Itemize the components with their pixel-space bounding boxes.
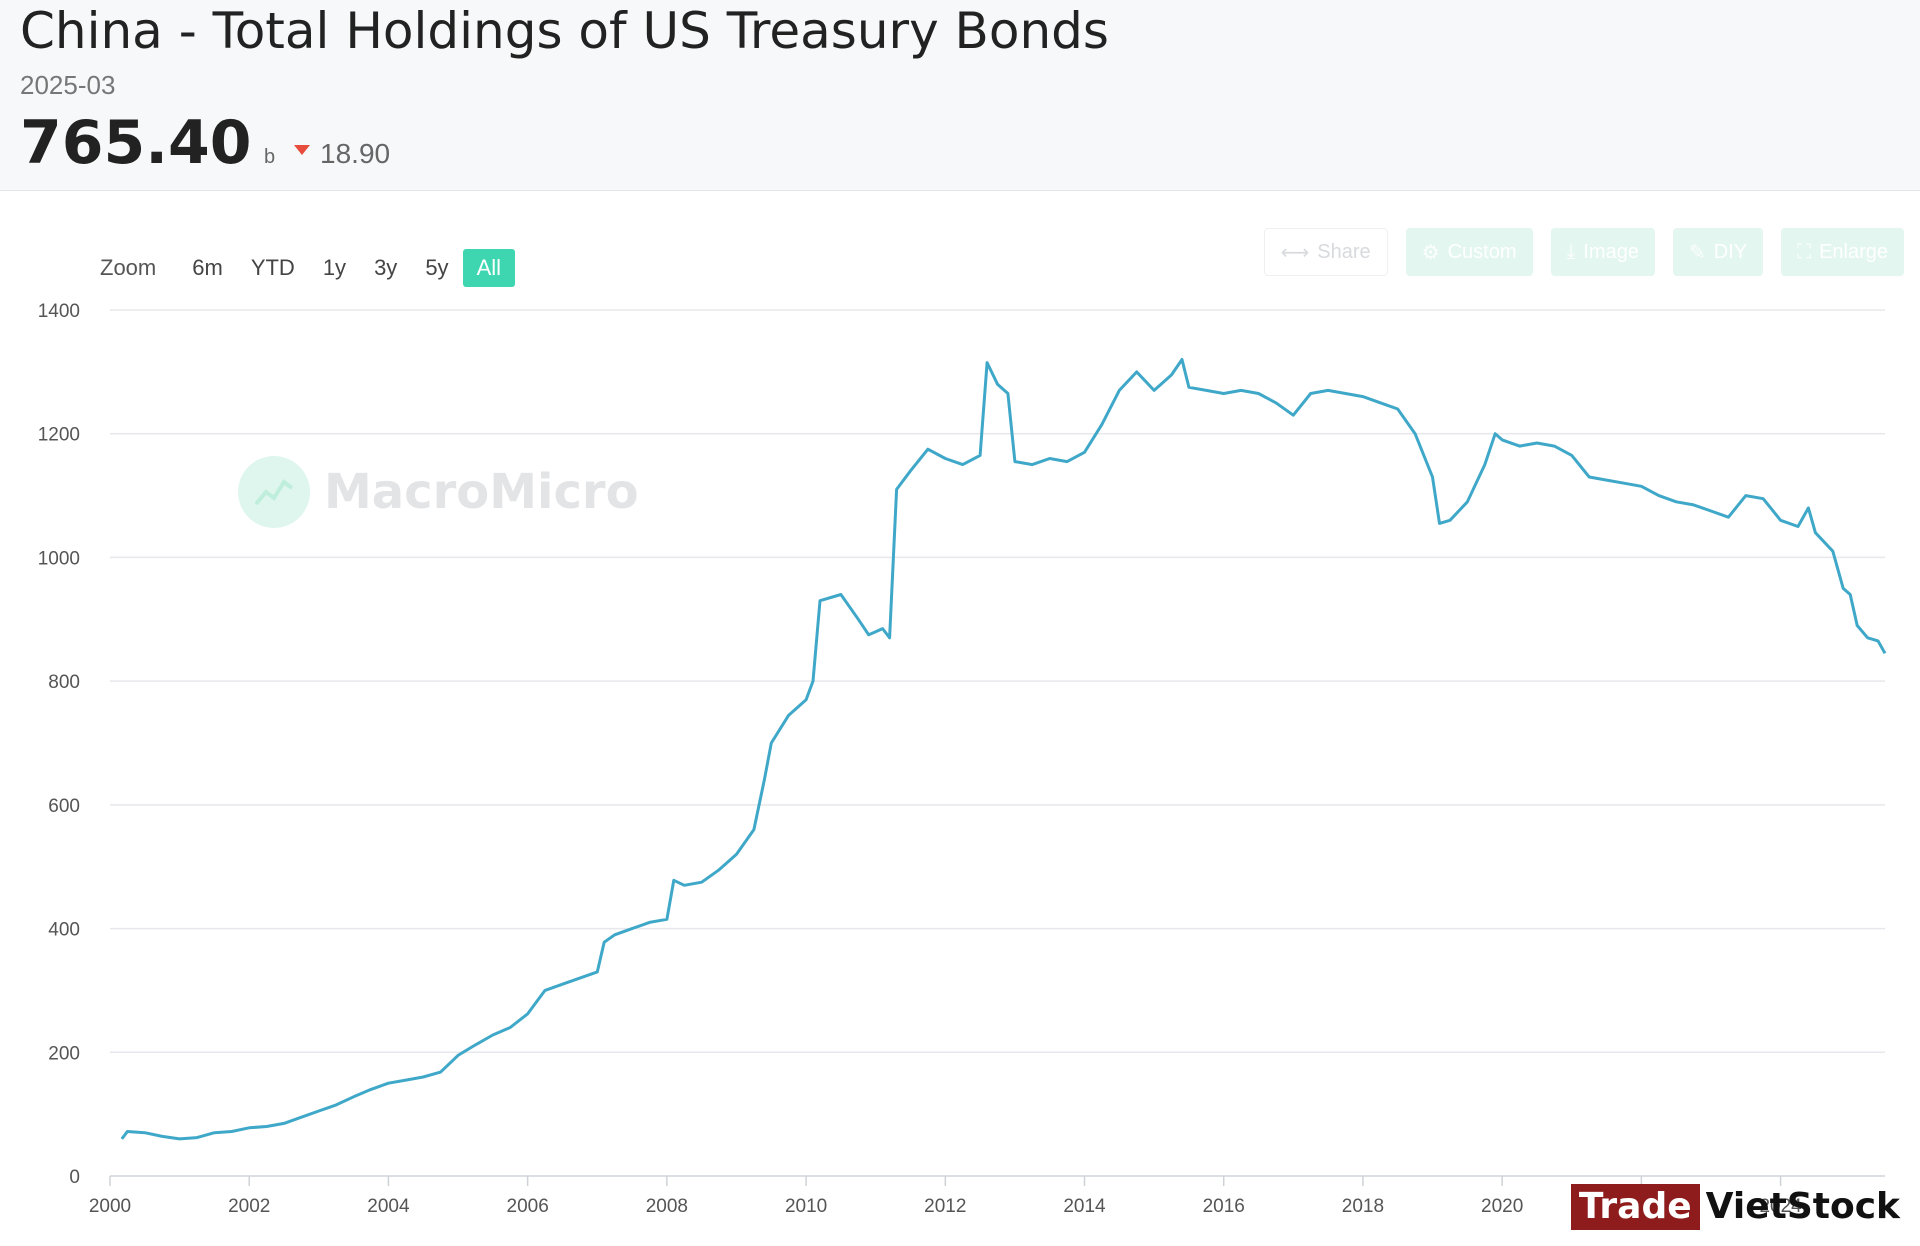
zoom-ytd-button[interactable]: YTD	[250, 255, 295, 280]
series-layer	[120, 358, 1887, 1141]
x-tick-label: 2002	[228, 1196, 270, 1217]
x-tick-label: 2018	[1342, 1196, 1384, 1217]
zoom-1y-button[interactable]: 1y	[322, 255, 347, 280]
y-tick-label: 0	[69, 1167, 80, 1188]
enlarge-label: Enlarge	[1819, 240, 1888, 263]
zoom-bar: Zoom 6m YTD 1y 3y 5y All	[100, 248, 516, 288]
x-tick-label: 2020	[1481, 1196, 1523, 1217]
x-tick-label: 2008	[646, 1196, 688, 1217]
y-tick-label: 1200	[38, 425, 80, 446]
y-tick-label: 1400	[38, 301, 80, 322]
watermark: MacroMicro	[238, 456, 639, 528]
latest-value: 765.40	[20, 108, 252, 178]
share-button[interactable]: ⟷ Share	[1263, 228, 1388, 276]
diy-label: DIY	[1713, 240, 1748, 263]
diy-button[interactable]: ✎ DIY	[1672, 228, 1764, 276]
zoom-label: Zoom	[100, 255, 157, 280]
x-tick-label: 2014	[1063, 1196, 1106, 1217]
zoom-6m-button[interactable]: 6m	[192, 255, 223, 280]
share-icon: ⟷	[1280, 241, 1310, 264]
x-tick-label: 2006	[507, 1196, 549, 1217]
enlarge-button[interactable]: ⛶ Enlarge	[1781, 228, 1904, 276]
down-arrow-icon	[293, 145, 310, 155]
chart-toolbar: ⟷ Share ⚙ Custom ⤓ Image ✎ DIY ⛶ Enlarge	[1263, 228, 1904, 276]
y-tick-label: 400	[48, 920, 80, 941]
x-tick-label: 2004	[367, 1196, 410, 1217]
line-chart: 0 200 400 600 800 1000 1200 1400 2000 2002 2004 200…	[38, 301, 1887, 1217]
enlarge-icon: ⛶	[1797, 240, 1812, 263]
custom-button[interactable]: ⚙ Custom	[1405, 228, 1533, 276]
x-tick-label: 2016	[1203, 1196, 1245, 1217]
grid-lines	[110, 309, 1885, 1177]
brand-trade: Trade	[1570, 1184, 1700, 1230]
pencil-icon: ✎	[1688, 241, 1706, 264]
x-tick-label: 2000	[89, 1196, 131, 1217]
tradevietstock-logo: Trade VietStock	[1570, 1184, 1900, 1230]
y-tick-label: 600	[48, 796, 80, 817]
value-change: 18.90	[320, 138, 391, 169]
y-tick-label: 200	[48, 1043, 80, 1064]
image-button[interactable]: ⤓ Image	[1550, 228, 1655, 276]
zoom-5y-button[interactable]: 5y	[425, 255, 449, 280]
y-tick-label: 1000	[38, 548, 80, 569]
y-tick-label: 800	[48, 672, 80, 693]
custom-label: Custom	[1447, 240, 1517, 263]
gear-icon: ⚙	[1421, 241, 1440, 264]
series-line	[120, 358, 1887, 1141]
share-label: Share	[1317, 240, 1371, 263]
page-title: China - Total Holdings of US Treasury Bo…	[20, 2, 1109, 60]
latest-value-row: 765.40 b 18.90	[20, 108, 390, 178]
x-tick-label: 2012	[924, 1196, 966, 1217]
brand-vietstock: VietStock	[1705, 1186, 1900, 1227]
x-tick-label: 2024	[1759, 1196, 1802, 1217]
value-unit: b	[264, 146, 276, 168]
data-date: 2025-03	[20, 70, 116, 100]
zoom-all-button[interactable]: All	[462, 249, 516, 287]
watermark-text: MacroMicro	[324, 464, 639, 520]
x-tick-label: 2010	[785, 1196, 827, 1217]
download-icon: ⤓	[1566, 240, 1576, 263]
macromicro-logo-icon	[238, 456, 310, 528]
axes: 0 200 400 600 800 1000 1200 1400 2000 2002 2004 200…	[38, 301, 1802, 1217]
header-panel: China - Total Holdings of US Treasury Bo…	[0, 0, 1920, 191]
zoom-3y-button[interactable]: 3y	[374, 255, 398, 280]
image-label: Image	[1583, 240, 1639, 263]
